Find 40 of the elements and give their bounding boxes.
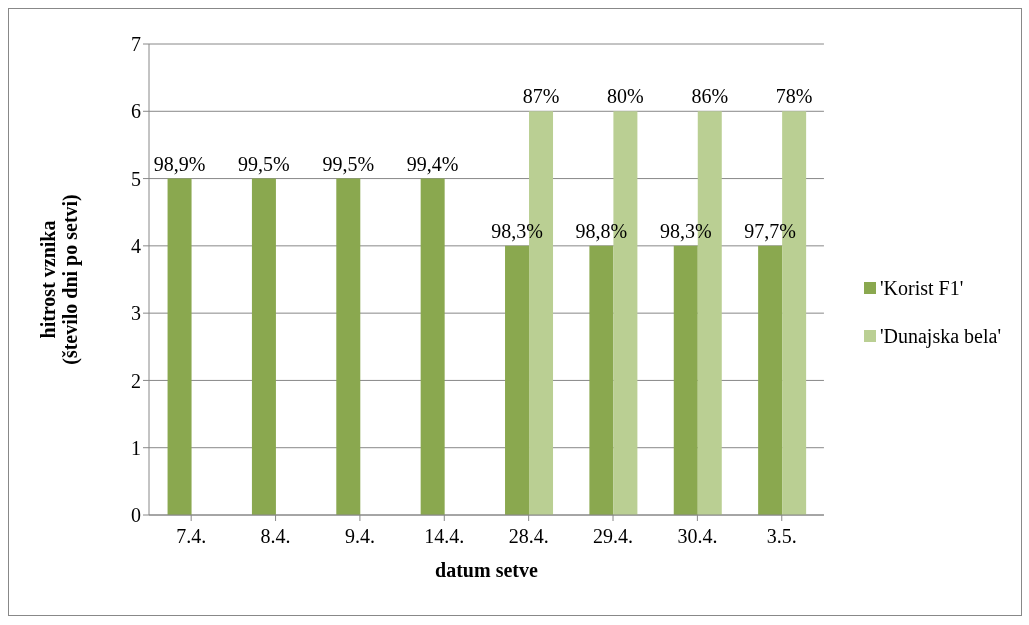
legend-label: 'Korist F1' <box>879 276 964 301</box>
annotation: 87% <box>522 85 560 108</box>
y-tick-label: 5 <box>131 167 141 190</box>
annotation: 99,5% <box>238 152 290 175</box>
annotation: 80% <box>607 85 644 108</box>
annotation: 98,9% <box>153 152 206 175</box>
annotation: 99,4% <box>406 152 459 175</box>
annotation: 98,3% <box>659 219 712 242</box>
y-axis-title: hitrost vznika (število dni po setvi) <box>37 194 82 365</box>
bar <box>251 178 276 515</box>
annotation: 78% <box>775 85 813 108</box>
bar <box>420 178 445 515</box>
bar <box>589 245 614 515</box>
bar <box>758 245 783 515</box>
annotation: 99,5% <box>322 152 375 175</box>
x-tick-label: 7.4. <box>176 525 207 548</box>
y-tick-label: 7 <box>131 33 141 56</box>
bar <box>505 245 530 515</box>
annotation: 86% <box>691 85 729 108</box>
x-tick-label: 28.4. <box>508 525 549 548</box>
y-tick-label: 2 <box>131 369 141 392</box>
y-tick-label: 6 <box>131 100 141 123</box>
x-tick-label: 29.4. <box>593 525 634 548</box>
x-axis-title: datum setve <box>435 559 538 581</box>
annotation: 97,7% <box>744 219 796 242</box>
y-tick-label: 3 <box>131 302 141 325</box>
x-tick-label: 8.4. <box>260 525 291 548</box>
x-tick-label: 30.4. <box>677 525 718 548</box>
bar <box>336 178 361 515</box>
annotation: 98,3% <box>491 219 543 242</box>
bar <box>673 245 698 515</box>
bar <box>167 178 192 515</box>
y-tick-label: 1 <box>131 436 141 459</box>
x-tick-label: 14.4. <box>424 525 465 548</box>
y-tick-label: 4 <box>131 234 141 257</box>
legend-label: 'Dunajska bela' <box>879 324 1001 350</box>
x-tick-label: 3.5. <box>766 525 797 548</box>
y-tick-label: 0 <box>131 504 141 527</box>
x-tick-label: 9.4. <box>344 525 375 548</box>
annotation: 98,8% <box>575 219 628 242</box>
